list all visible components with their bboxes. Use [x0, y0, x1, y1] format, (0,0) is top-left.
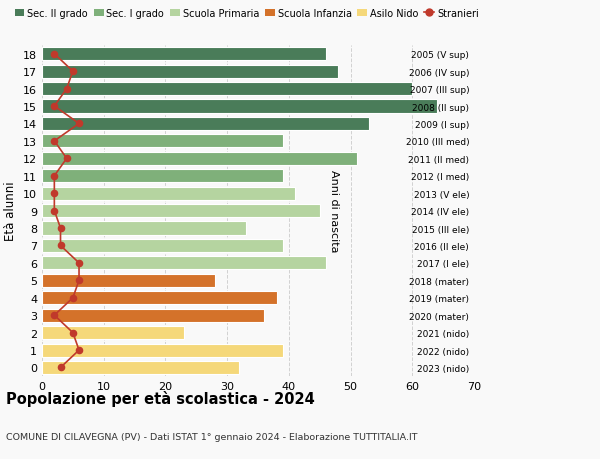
- Bar: [42, 205, 320, 218]
- Point: [68, 68, 77, 76]
- Point: [68, 329, 77, 336]
- Point: [50, 51, 59, 58]
- Bar: [42, 135, 283, 148]
- Point: [50, 103, 59, 111]
- Y-axis label: Età alunni: Età alunni: [4, 181, 17, 241]
- Bar: [42, 152, 357, 166]
- Bar: [42, 170, 283, 183]
- Text: COMUNE DI CILAVEGNA (PV) - Dati ISTAT 1° gennaio 2024 - Elaborazione TUTTITALIA.: COMUNE DI CILAVEGNA (PV) - Dati ISTAT 1°…: [6, 431, 418, 441]
- Point: [74, 121, 84, 128]
- Point: [50, 138, 59, 145]
- Point: [62, 86, 71, 93]
- Bar: [42, 274, 215, 287]
- Bar: [42, 48, 326, 61]
- Point: [50, 312, 59, 319]
- Point: [50, 190, 59, 197]
- Legend: Sec. II grado, Sec. I grado, Scuola Primaria, Scuola Infanzia, Asilo Nido, Stran: Sec. II grado, Sec. I grado, Scuola Prim…: [11, 5, 482, 22]
- Bar: [42, 240, 283, 252]
- Bar: [42, 309, 264, 322]
- Bar: [42, 66, 338, 78]
- Bar: [42, 291, 277, 305]
- Bar: [42, 361, 239, 374]
- Bar: [42, 187, 295, 200]
- Text: Popolazione per età scolastica - 2024: Popolazione per età scolastica - 2024: [6, 390, 315, 406]
- Point: [56, 242, 65, 250]
- Point: [56, 364, 65, 371]
- Point: [62, 155, 71, 162]
- Point: [50, 173, 59, 180]
- Point: [68, 294, 77, 302]
- Bar: [42, 257, 326, 270]
- Point: [50, 207, 59, 215]
- Point: [74, 260, 84, 267]
- Bar: [42, 326, 184, 339]
- Point: [74, 347, 84, 354]
- Point: [56, 225, 65, 232]
- Bar: [42, 344, 283, 357]
- Bar: [42, 83, 412, 96]
- Bar: [42, 118, 369, 131]
- Bar: [42, 100, 437, 113]
- Bar: [42, 222, 245, 235]
- Y-axis label: Anni di nascita: Anni di nascita: [329, 170, 339, 252]
- Point: [74, 277, 84, 285]
